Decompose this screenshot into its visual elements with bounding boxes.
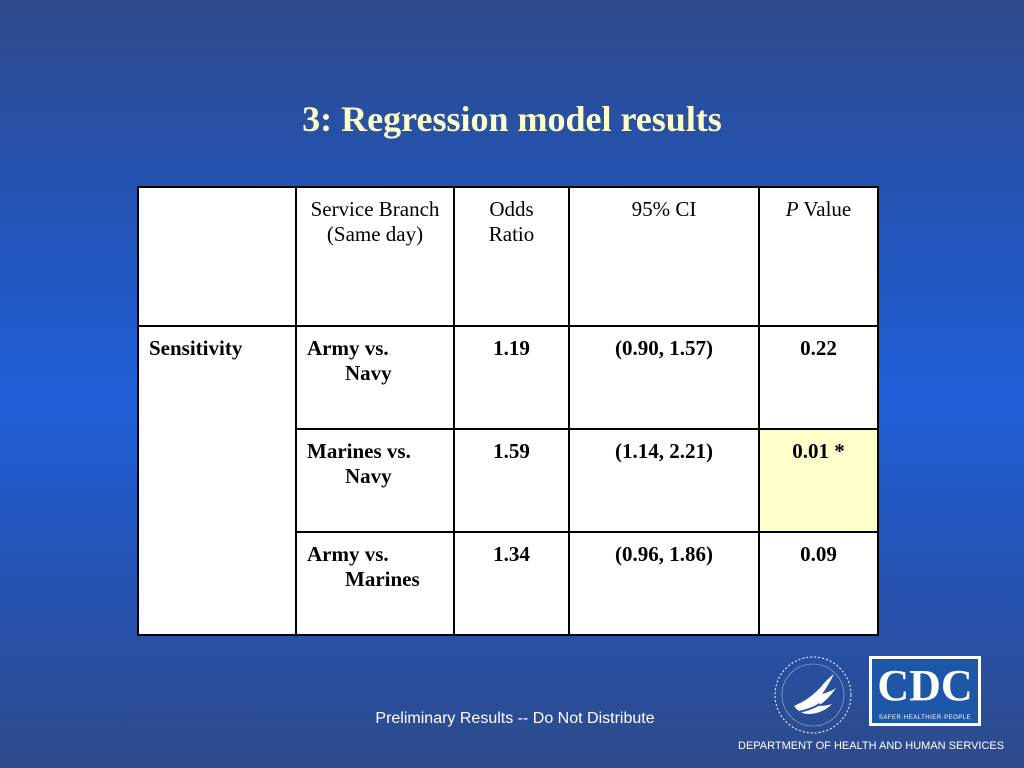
odds-ratio-cell: 1.59 [453, 428, 570, 533]
footer-text: Preliminary Results -- Do Not Distribute [375, 710, 655, 727]
branch-line1: Army vs. [307, 336, 389, 360]
p-value-cell-highlighted: 0.01 * [758, 428, 879, 533]
header-p-rest: Value [798, 197, 852, 221]
ci-cell: (1.14, 2.21) [568, 428, 760, 533]
table-row: Army vs. Marines 1.34 (0.96, 1.86) 0.09 [138, 531, 879, 636]
slide-title: 3: Regression model results [302, 99, 722, 139]
table-header-row: Service Branch (Same day) Odds Ratio 95%… [137, 186, 879, 327]
branch-cell: Army vs. Marines [295, 531, 455, 636]
cdc-logo-box: CDC SAFER·HEALTHIER·PEOPLE [872, 659, 978, 723]
ci-cell: (0.96, 1.86) [568, 531, 760, 636]
branch-line2: Navy [345, 361, 392, 385]
header-ci: 95% CI [568, 186, 760, 327]
header-empty-cell [137, 186, 297, 327]
header-odds-ratio: Odds Ratio [453, 186, 570, 327]
ci-cell: (0.90, 1.57) [568, 325, 760, 430]
table-row: Sensitivity Army vs. Navy 1.19 (0.90, 1.5… [137, 325, 879, 636]
group-label-sensitivity: Sensitivity [137, 325, 297, 636]
odds-ratio-cell: 1.19 [453, 325, 570, 430]
branch-line1: Marines vs. [307, 439, 411, 463]
hhs-eagle-icon [774, 656, 852, 734]
cdc-tagline: SAFER·HEALTHIER·PEOPLE [878, 715, 972, 721]
header-p-value: P Value [758, 186, 879, 327]
cdc-logo: CDC SAFER·HEALTHIER·PEOPLE [869, 656, 981, 726]
p-value-cell: 0.22 [758, 325, 879, 430]
branch-cell: Marines vs. Navy [295, 428, 455, 533]
results-table: Service Branch (Same day) Odds Ratio 95%… [137, 186, 879, 636]
header-p-italic: P [785, 197, 799, 221]
cdc-logo-text: CDC [877, 661, 973, 710]
header-service-branch: Service Branch (Same day) [295, 186, 455, 327]
p-value-cell: 0.09 [758, 531, 879, 636]
branch-line2: Marines [345, 567, 420, 591]
odds-ratio-cell: 1.34 [453, 531, 570, 636]
branch-line1: Army vs. [307, 542, 389, 566]
branch-line2: Navy [345, 464, 392, 488]
department-label: DEPARTMENT OF HEALTH AND HUMAN SERVICES [738, 740, 1005, 752]
branch-cell: Army vs. Navy [295, 325, 455, 430]
table-row: Marines vs. Navy 1.59 (1.14, 2.21) 0.01 * [138, 428, 879, 533]
